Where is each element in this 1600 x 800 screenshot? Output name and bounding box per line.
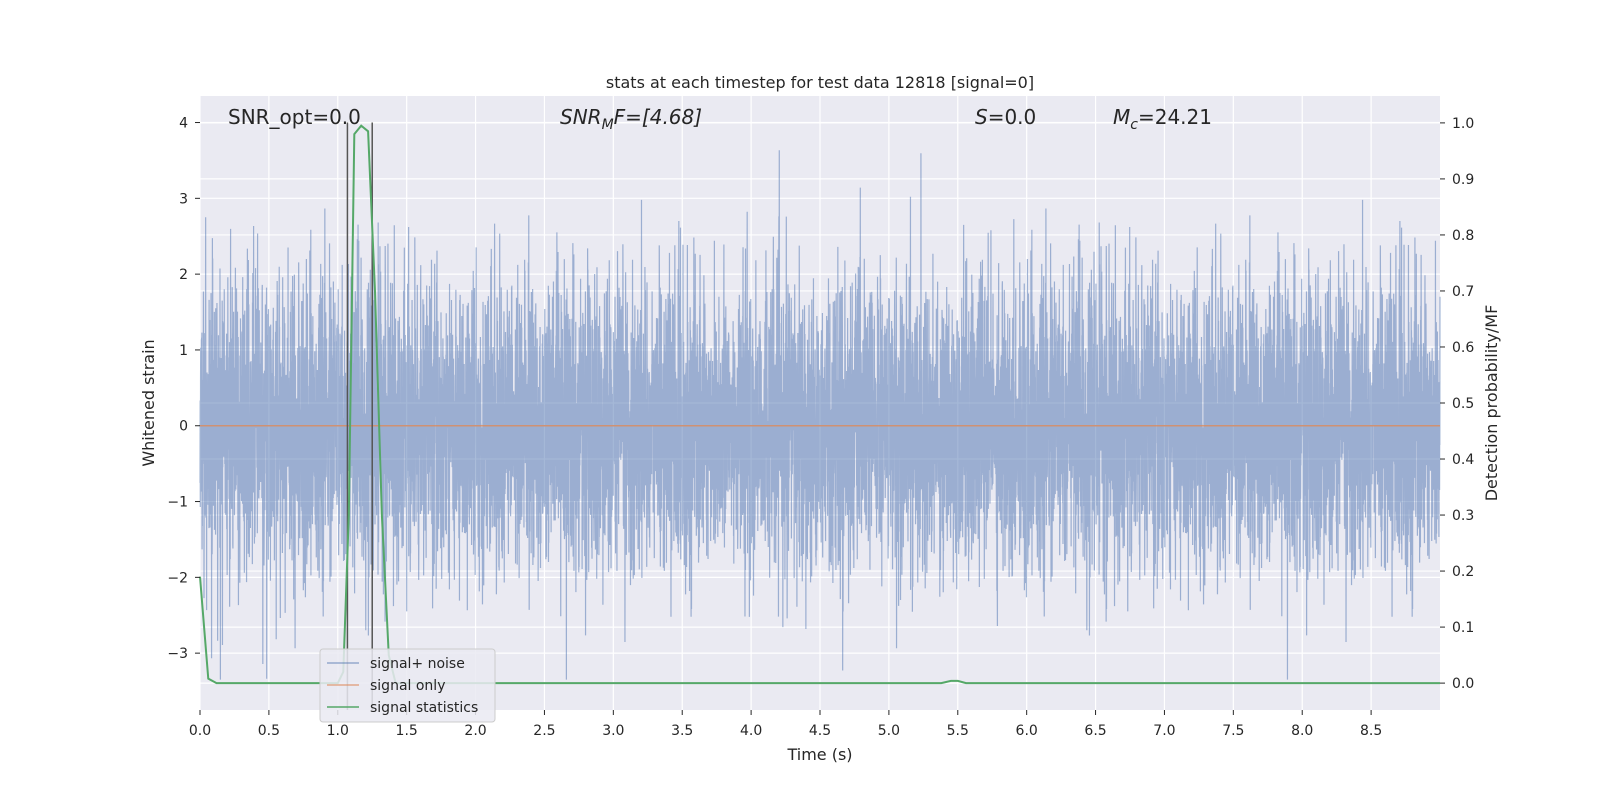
x-axis-label: Time (s) [786, 745, 852, 764]
x-tick-label-0: 0.0 [189, 723, 211, 739]
y-axis-right-label: Detection probability/MF [1482, 305, 1501, 502]
y-right-tick-label-4: 0.4 [1452, 452, 1474, 468]
y-tick-label-3: 0 [179, 419, 188, 435]
x-tick-label-1: 0.5 [258, 723, 280, 739]
annotation-mc: Mc=24.21 [1113, 105, 1212, 133]
x-tick-label-7: 3.5 [671, 723, 693, 739]
y-right-tick-label-5: 0.5 [1452, 396, 1474, 412]
signal-noise-series [199, 150, 1441, 680]
y-axis-ticks: −3 −2 −1 0 1 2 3 4 [167, 116, 200, 662]
x-axis-ticks: 0.0 0.5 1.0 1.5 2.0 2.5 3.0 3.5 4.0 4.5 5.0 5.5 6.0 6… [189, 710, 1382, 739]
y-axis-right-ticks: 0.0 0.1 0.2 0.3 0.4 0.5 0.6 0.7 0.8 0.9 1.0 [1440, 116, 1474, 692]
annotation-snr-mf: SNRMF=[4.68] [560, 105, 702, 133]
x-tick-label-4: 2.0 [464, 723, 486, 739]
x-tick-label-5: 2.5 [533, 723, 555, 739]
legend-box [319, 648, 496, 723]
x-tick-label-2: 1.0 [327, 723, 349, 739]
y-right-tick-label-1: 0.1 [1452, 620, 1474, 636]
y-right-tick-label-3: 0.3 [1452, 508, 1474, 524]
y-right-tick-label-0: 0.0 [1452, 676, 1474, 692]
y-right-tick-label-10: 1.0 [1452, 116, 1474, 132]
y-tick-label-5: 2 [179, 267, 188, 283]
y-tick-label-6: 3 [179, 191, 188, 207]
legend-label-signal-noise: signal+ noise [370, 656, 465, 672]
y-right-tick-label-7: 0.7 [1452, 284, 1474, 300]
y-right-tick-label-2: 0.2 [1452, 564, 1474, 580]
x-tick-label-10: 5.0 [878, 723, 900, 739]
y-tick-label-1: −2 [167, 570, 188, 586]
x-tick-label-12: 6.0 [1016, 723, 1038, 739]
y-tick-label-4: 1 [179, 343, 188, 359]
y-right-tick-label-8: 0.8 [1452, 228, 1474, 244]
x-tick-label-15: 7.5 [1222, 723, 1244, 739]
y-right-tick-label-6: 0.6 [1452, 340, 1474, 356]
y-tick-label-2: −1 [167, 495, 188, 511]
y-tick-label-0: −3 [167, 646, 188, 662]
annotation-snr-opt: SNR_opt=0.0 [228, 105, 361, 129]
x-tick-label-6: 3.0 [602, 723, 624, 739]
x-tick-label-8: 4.0 [740, 723, 762, 739]
x-tick-label-16: 8.0 [1291, 723, 1313, 739]
x-tick-label-3: 1.5 [396, 723, 418, 739]
x-tick-label-11: 5.5 [947, 723, 969, 739]
x-tick-label-9: 4.5 [809, 723, 831, 739]
y-axis-label: Whitened strain [139, 339, 158, 466]
legend-label-signal-only: signal only [370, 678, 445, 694]
legend-label-signal-statistics: signal statistics [370, 700, 478, 716]
y-right-tick-label-9: 0.9 [1452, 172, 1474, 188]
chart-title: stats at each timestep for test data 128… [606, 73, 1034, 92]
x-tick-label-17: 8.5 [1360, 723, 1382, 739]
signal-noise-line [199, 150, 1441, 680]
y-tick-label-7: 4 [179, 116, 188, 132]
x-tick-label-14: 7.0 [1153, 723, 1175, 739]
legend: signal+ noise signal only signal statist… [319, 648, 496, 723]
x-tick-label-13: 6.5 [1084, 723, 1106, 739]
annotation-s: S=0.0 [975, 105, 1036, 129]
